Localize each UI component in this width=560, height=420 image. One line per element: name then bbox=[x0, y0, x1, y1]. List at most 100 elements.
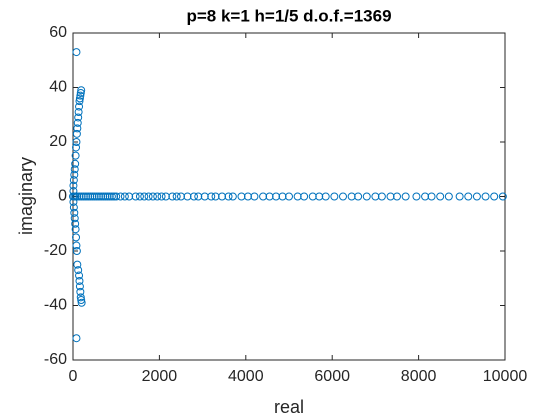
y-tick-label: 20 bbox=[49, 133, 67, 150]
point bbox=[377, 192, 386, 201]
point bbox=[259, 192, 268, 201]
point bbox=[71, 225, 80, 234]
y-tick-label: -40 bbox=[44, 297, 67, 314]
point bbox=[265, 192, 274, 201]
x-tick-label: 0 bbox=[69, 368, 78, 385]
point bbox=[70, 214, 79, 223]
point bbox=[444, 192, 453, 201]
y-tick-label: 0 bbox=[58, 188, 67, 205]
point bbox=[101, 192, 110, 201]
point bbox=[69, 176, 78, 185]
point bbox=[74, 113, 83, 122]
point bbox=[120, 192, 129, 201]
point bbox=[107, 192, 116, 201]
point bbox=[135, 192, 144, 201]
point bbox=[75, 97, 84, 106]
point bbox=[110, 192, 119, 201]
point bbox=[481, 192, 490, 201]
point bbox=[71, 219, 80, 228]
point bbox=[161, 192, 170, 201]
point bbox=[144, 192, 153, 201]
point bbox=[69, 203, 78, 212]
point bbox=[71, 151, 80, 160]
chart-title: p=8 k=1 h=1/5 d.o.f.=1369 bbox=[186, 6, 391, 25]
point bbox=[412, 192, 421, 201]
point bbox=[112, 192, 121, 201]
point bbox=[293, 192, 302, 201]
point bbox=[131, 192, 140, 201]
point bbox=[75, 276, 84, 285]
point bbox=[74, 108, 83, 117]
x-tick-label: 6000 bbox=[314, 368, 350, 385]
point bbox=[75, 102, 84, 111]
point bbox=[211, 192, 220, 201]
point bbox=[75, 94, 84, 103]
point bbox=[86, 192, 95, 201]
point bbox=[207, 192, 216, 201]
point bbox=[70, 170, 79, 179]
point bbox=[224, 192, 233, 201]
point bbox=[272, 192, 281, 201]
point bbox=[79, 192, 88, 201]
point bbox=[371, 192, 380, 201]
point bbox=[153, 192, 162, 201]
point bbox=[72, 138, 81, 146]
point bbox=[72, 334, 81, 343]
point bbox=[72, 241, 81, 250]
point bbox=[77, 86, 86, 95]
point bbox=[300, 192, 309, 201]
y-tick-label: 60 bbox=[49, 24, 67, 41]
point bbox=[76, 287, 85, 296]
y-tick-label: -20 bbox=[44, 242, 67, 259]
point bbox=[105, 192, 114, 201]
point bbox=[354, 192, 363, 201]
point bbox=[97, 192, 106, 201]
point bbox=[315, 192, 324, 201]
point bbox=[250, 192, 259, 201]
point bbox=[70, 165, 79, 174]
point bbox=[72, 247, 81, 255]
point bbox=[421, 192, 430, 201]
point bbox=[70, 208, 79, 217]
point bbox=[401, 192, 410, 201]
point bbox=[116, 192, 125, 201]
point bbox=[76, 293, 85, 302]
point bbox=[308, 192, 317, 201]
point bbox=[362, 192, 371, 201]
point bbox=[200, 192, 209, 201]
point bbox=[72, 129, 81, 138]
point bbox=[168, 192, 177, 201]
x-tick-label: 4000 bbox=[228, 368, 264, 385]
point bbox=[84, 192, 93, 201]
point bbox=[330, 192, 339, 201]
y-axis-label: imaginary bbox=[16, 157, 36, 235]
point bbox=[183, 192, 192, 201]
point bbox=[77, 298, 86, 307]
point bbox=[189, 192, 198, 201]
point bbox=[73, 124, 82, 133]
point bbox=[73, 118, 82, 127]
point bbox=[72, 143, 81, 152]
point bbox=[157, 192, 166, 201]
point bbox=[76, 88, 85, 97]
point bbox=[73, 192, 82, 201]
point bbox=[125, 192, 134, 201]
point bbox=[228, 192, 237, 201]
point bbox=[427, 192, 436, 201]
point bbox=[498, 192, 507, 201]
x-tick-label: 8000 bbox=[401, 368, 437, 385]
x-tick-label: 10000 bbox=[483, 368, 528, 385]
point bbox=[88, 192, 97, 201]
x-tick-label: 2000 bbox=[142, 368, 178, 385]
point bbox=[72, 233, 81, 242]
point bbox=[76, 91, 85, 100]
point bbox=[140, 192, 149, 201]
point bbox=[490, 192, 499, 201]
x-axis-label: real bbox=[274, 397, 304, 417]
point bbox=[285, 192, 293, 201]
point bbox=[75, 192, 84, 201]
point bbox=[77, 296, 86, 305]
point bbox=[237, 192, 246, 201]
point bbox=[218, 192, 227, 201]
point bbox=[177, 192, 185, 201]
